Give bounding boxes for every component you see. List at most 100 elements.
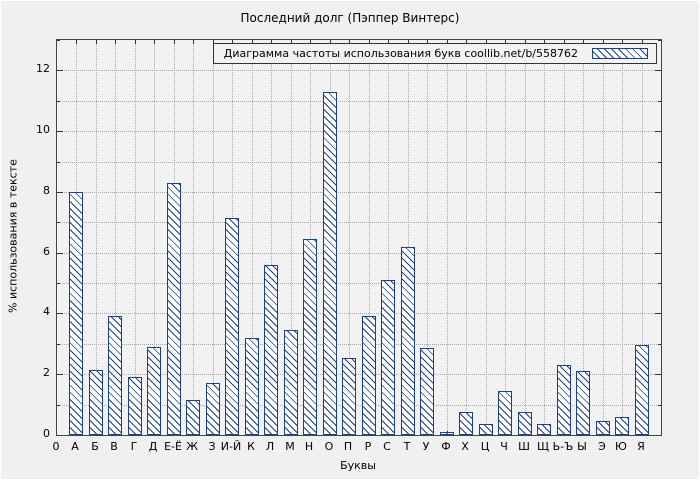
x-tick <box>154 40 155 44</box>
x-tick <box>525 40 526 44</box>
y-tick <box>655 131 661 133</box>
x-tick <box>603 40 604 44</box>
bar <box>69 192 83 435</box>
x-tick <box>193 40 194 44</box>
v-gridline <box>213 40 214 435</box>
bar <box>576 371 590 435</box>
bar <box>186 400 200 435</box>
y-tick-label: 4 <box>43 305 50 319</box>
x-tick <box>310 40 311 44</box>
x-tick <box>213 40 214 44</box>
v-gridline <box>447 40 448 435</box>
v-gridline <box>154 40 155 435</box>
h-gridline <box>57 374 661 376</box>
x-tick-label: Ж <box>186 440 198 453</box>
x-tick <box>544 40 545 44</box>
bar <box>245 338 259 435</box>
bar <box>284 330 298 435</box>
h-gridline <box>57 283 661 285</box>
y-tick <box>57 222 60 224</box>
bar <box>518 412 532 435</box>
y-tick <box>57 404 60 406</box>
x-tick-label: М <box>285 440 295 453</box>
x-tick <box>76 40 77 44</box>
bar <box>537 424 551 435</box>
legend-label: Диаграмма частоты использования букв coo… <box>223 47 578 60</box>
h-gridline <box>57 222 661 224</box>
x-tick-label: О <box>324 440 334 453</box>
v-gridline <box>642 40 643 435</box>
y-tick <box>57 252 63 254</box>
x-tick-label: Я <box>637 440 645 453</box>
x-tick-label: П <box>343 440 353 453</box>
bar <box>498 391 512 435</box>
v-gridline <box>291 40 292 435</box>
x-tick-label: Л <box>265 440 275 453</box>
y-tick-label: 8 <box>43 183 50 197</box>
y-tick-label: 12 <box>36 62 50 76</box>
h-gridline <box>57 131 661 133</box>
x-tick <box>447 40 448 44</box>
x-tick <box>271 40 272 44</box>
legend: Диаграмма частоты использования букв coo… <box>212 43 657 64</box>
h-gridline <box>57 343 661 345</box>
bar <box>420 348 434 435</box>
v-gridline <box>525 40 526 435</box>
x-tick <box>232 40 233 44</box>
v-gridline <box>622 40 623 435</box>
y-tick <box>658 222 661 224</box>
y-tick <box>658 343 661 345</box>
x-tick-label: У <box>422 440 430 453</box>
bar <box>557 365 571 435</box>
x-tick <box>252 40 253 44</box>
bar <box>108 316 122 435</box>
bar <box>342 358 356 435</box>
bar <box>264 265 278 435</box>
x-tick-label: Д <box>148 440 158 453</box>
x-tick-label: Ю <box>615 440 627 453</box>
v-gridline <box>252 40 253 435</box>
x-tick <box>135 40 136 44</box>
x-tick-label: Ь-Ъ <box>552 440 574 453</box>
bar <box>381 280 395 435</box>
y-tick <box>57 100 60 102</box>
y-tick <box>57 283 60 285</box>
y-tick-label: 10 <box>36 123 50 137</box>
bar <box>479 424 493 435</box>
v-gridline <box>505 40 506 435</box>
bar <box>167 183 181 435</box>
x-tick-label: К <box>247 440 255 453</box>
x-tick-label: Н <box>304 440 314 453</box>
x-tick-label: Э <box>598 440 606 453</box>
y-tick <box>658 100 661 102</box>
x-tick <box>622 40 623 44</box>
x-tick-label: Ц <box>480 440 490 453</box>
y-tick <box>57 40 60 41</box>
x-tick-label: Ф <box>441 440 451 453</box>
v-gridline <box>427 40 428 435</box>
bar <box>615 417 629 435</box>
chart-title: Последний долг (Пэппер Винтерс) <box>240 11 460 25</box>
legend-hatch-swatch <box>592 48 648 59</box>
y-tick <box>57 374 63 376</box>
x-tick-label: Т <box>403 440 411 453</box>
x-tick-label: Б <box>91 440 99 453</box>
y-tick <box>57 191 63 193</box>
x-tick <box>583 40 584 44</box>
x-axis-label: Буквы <box>340 459 376 472</box>
x-tick-label: Х <box>461 440 469 453</box>
v-gridline <box>408 40 409 435</box>
h-gridline <box>57 161 661 163</box>
y-tick <box>57 313 63 315</box>
y-tick <box>655 191 661 193</box>
h-gridline <box>57 313 661 315</box>
x-tick-label: В <box>110 440 118 453</box>
bar <box>147 347 161 435</box>
v-gridline <box>193 40 194 435</box>
y-tick-label: 0 <box>43 427 50 440</box>
v-gridline <box>115 40 116 435</box>
x-tick <box>369 40 370 44</box>
h-gridline <box>57 252 661 254</box>
x-tick <box>427 40 428 44</box>
